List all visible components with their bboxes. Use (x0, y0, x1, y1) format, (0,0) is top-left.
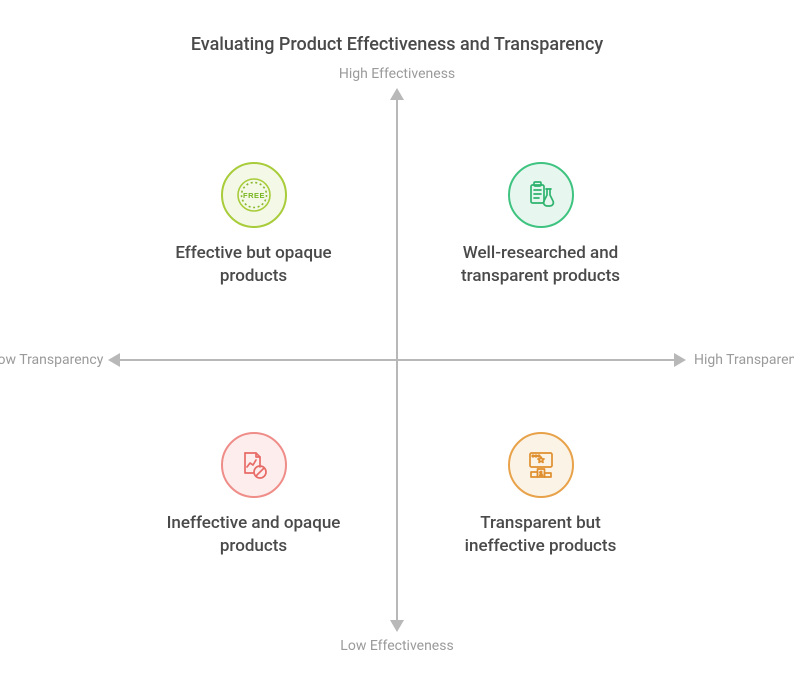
research-icon (508, 162, 574, 228)
quadrant-label: Ineffective and opaque products (164, 512, 344, 558)
quadrant-chart: High Effectiveness Low Effectiveness Low… (110, 90, 684, 630)
axis-label-left: Low Transparency (0, 352, 100, 368)
quadrant-top-right: Well-researched and transparent products (397, 90, 684, 360)
page-title: Evaluating Product Effectiveness and Tra… (0, 34, 794, 55)
svg-text:FREE: FREE (242, 191, 264, 200)
quadrant-top-left: FREE Effective but opaque products (110, 90, 397, 360)
axis-label-top: High Effectiveness (339, 66, 455, 82)
blocked-doc-icon (221, 432, 287, 498)
quadrant-label: Effective but opaque products (164, 242, 344, 288)
quadrant-bottom-right: 1 Transparent but ineffective products (397, 360, 684, 630)
podium-icon: 1 (508, 432, 574, 498)
axis-label-right: High Transparency (694, 352, 794, 368)
quadrant-label: Well-researched and transparent products (451, 242, 631, 288)
free-badge-icon: FREE (221, 162, 287, 228)
svg-text:1: 1 (539, 472, 542, 478)
quadrant-bottom-left: Ineffective and opaque products (110, 360, 397, 630)
quadrant-label: Transparent but ineffective products (451, 512, 631, 558)
axis-label-bottom: Low Effectiveness (340, 638, 453, 654)
